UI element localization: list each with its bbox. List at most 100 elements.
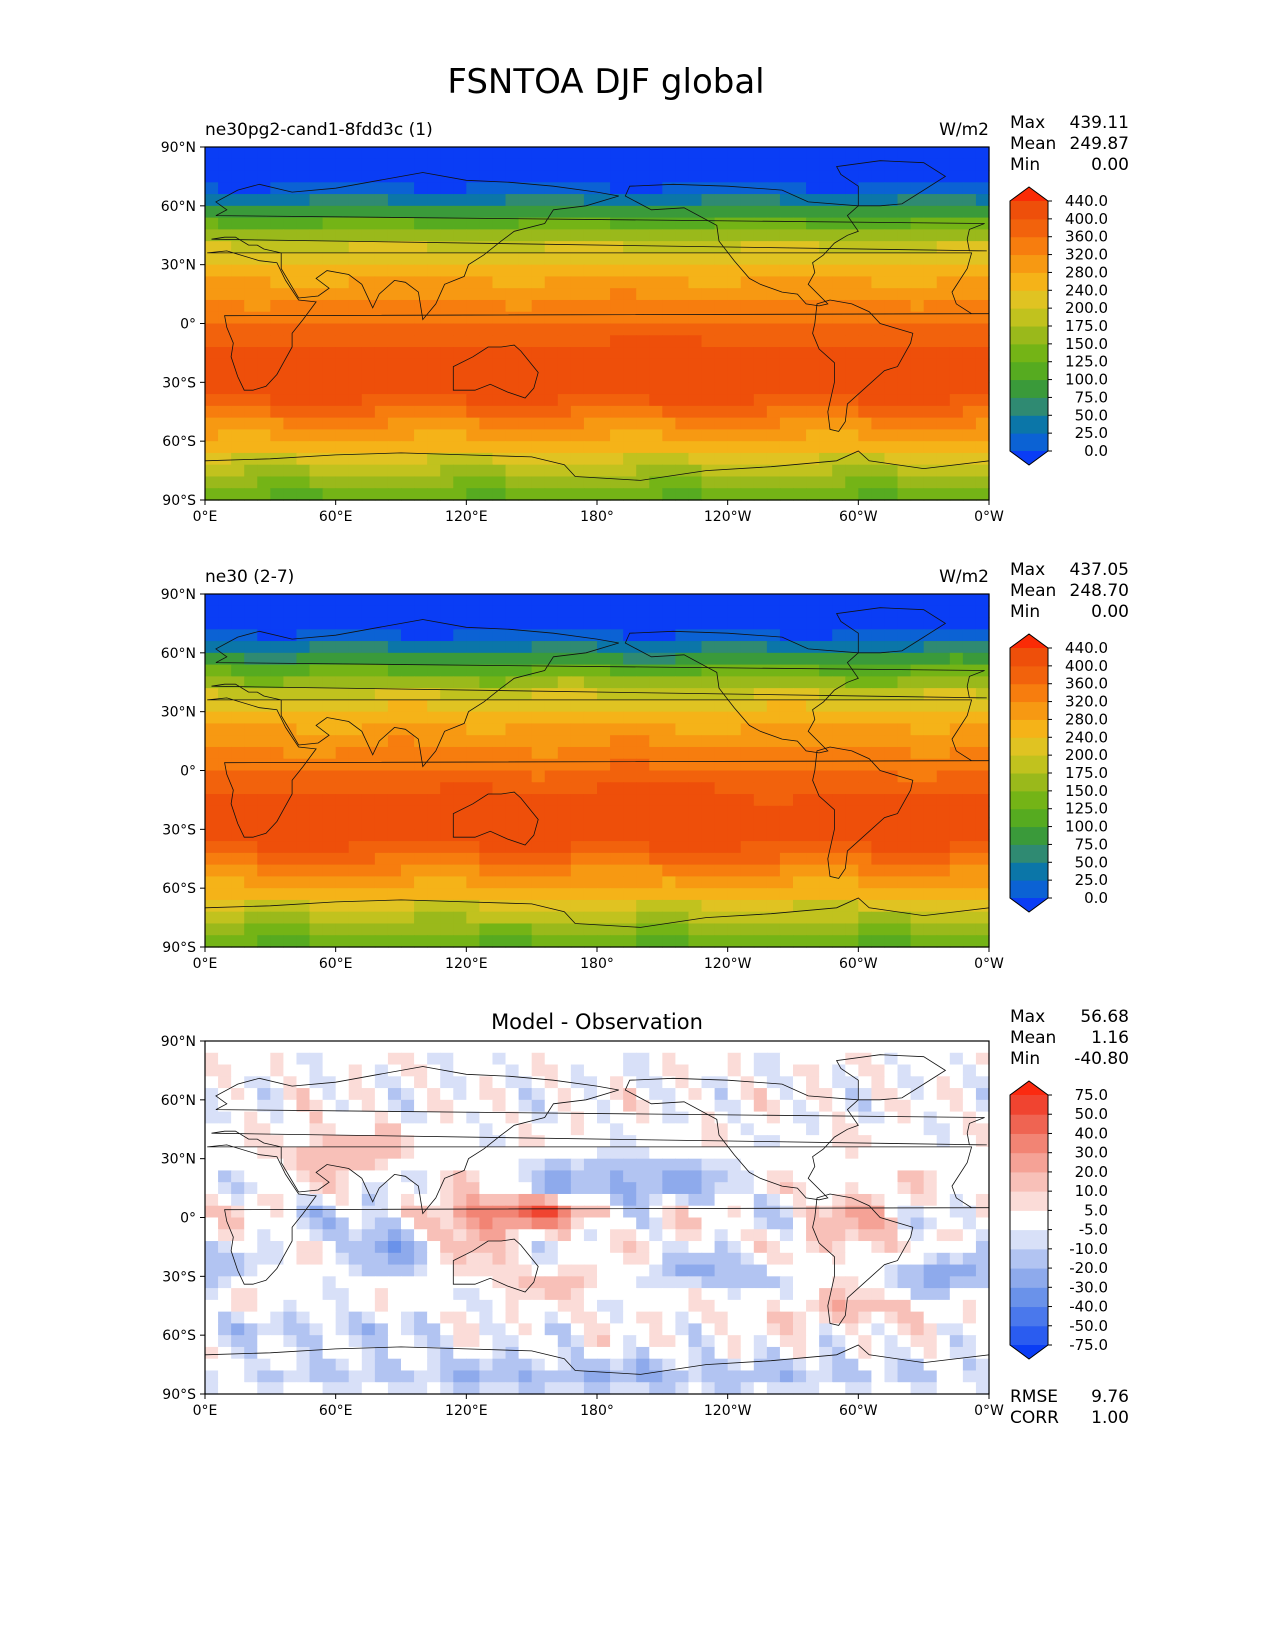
map-cell — [962, 194, 977, 207]
map-cell — [440, 794, 454, 807]
map-cell — [205, 829, 219, 842]
map-cell — [688, 1041, 703, 1054]
map-cell — [649, 452, 663, 466]
map-cell — [649, 746, 663, 760]
map-cell — [414, 664, 428, 677]
map-cell — [923, 252, 938, 266]
map-cell — [688, 476, 703, 489]
map-cell — [466, 452, 480, 466]
map-cell — [832, 147, 846, 160]
map-cell — [975, 652, 990, 666]
map-cell — [283, 464, 298, 478]
map-cell — [701, 464, 716, 478]
map-cell — [218, 794, 232, 807]
map-cell — [270, 264, 284, 278]
map-cell — [218, 735, 232, 748]
map-cell — [949, 923, 964, 936]
map-cell — [453, 935, 467, 948]
map-cell — [753, 170, 768, 183]
map-cell — [858, 276, 872, 289]
map-cell — [544, 841, 559, 854]
map-cell — [675, 758, 690, 772]
map-cell — [309, 758, 324, 772]
map-cell — [923, 1182, 938, 1195]
map-cell — [884, 182, 899, 195]
map-cell — [231, 652, 245, 666]
map-cell — [453, 794, 467, 807]
map-cell — [649, 1111, 663, 1124]
map-cell — [244, 464, 258, 478]
colorbar-segment — [1010, 790, 1048, 810]
map-cell — [218, 194, 232, 207]
x-tick-label: 60°E — [319, 956, 353, 972]
map-cell — [832, 817, 846, 830]
map-cell — [779, 1229, 794, 1242]
map-cell — [845, 770, 859, 783]
map-cell — [466, 429, 480, 442]
map-cell — [662, 311, 676, 325]
map-cell — [205, 441, 219, 454]
map-cell — [897, 335, 912, 348]
map-cell — [492, 923, 507, 936]
map-cell — [257, 805, 271, 819]
map-cell — [374, 370, 389, 383]
map-cell — [296, 817, 311, 830]
map-cell — [335, 488, 350, 501]
map-cell — [414, 817, 428, 830]
map-cell — [205, 1170, 219, 1183]
map-cell — [623, 711, 637, 725]
map-cell — [518, 358, 533, 372]
map-cell — [401, 770, 415, 783]
map-cell — [361, 817, 376, 830]
map-cell — [649, 711, 663, 725]
map-cell — [479, 288, 494, 301]
map-cell — [218, 805, 232, 819]
map-cell — [505, 205, 520, 219]
map-cell — [727, 852, 742, 866]
map-cell — [453, 1229, 467, 1242]
map-cell — [218, 688, 232, 701]
map-cell — [832, 429, 846, 442]
map-cell — [335, 605, 350, 619]
map-cell — [361, 147, 376, 160]
colorbar-label: 125.0 — [1065, 800, 1108, 818]
map-cell — [505, 194, 520, 207]
map-cell — [218, 888, 232, 901]
map-cell — [675, 358, 690, 372]
map-cell — [688, 1182, 703, 1195]
map-cell — [675, 182, 690, 195]
map-cell — [453, 699, 467, 713]
map-cell — [348, 288, 363, 301]
map-cell — [910, 194, 925, 207]
map-cell — [335, 758, 350, 772]
map-cell — [479, 805, 494, 819]
map-cell — [949, 170, 964, 183]
map-cell — [936, 1264, 951, 1277]
map-cell — [832, 711, 846, 725]
map-cell — [453, 782, 467, 795]
coastline — [835, 607, 947, 654]
map-cell — [322, 464, 337, 478]
map-cell — [675, 323, 690, 336]
map-cell — [845, 629, 859, 642]
map-cell — [779, 758, 794, 772]
map-cell — [793, 652, 807, 666]
y-tick-label: 60°S — [162, 881, 196, 897]
map-cell — [597, 794, 611, 807]
map-cell — [479, 205, 494, 219]
map-cell — [766, 735, 781, 748]
map-cell — [557, 417, 572, 430]
map-cell — [714, 311, 729, 325]
map-cell — [361, 370, 376, 383]
map-cell — [387, 276, 402, 289]
map-cell — [688, 1146, 703, 1160]
map-cell — [218, 841, 232, 854]
map-cell — [897, 241, 912, 254]
map-cell — [401, 899, 415, 913]
map-cell — [649, 852, 663, 866]
map-cell — [623, 1193, 637, 1207]
map-cell — [387, 382, 402, 395]
map-cell — [583, 417, 598, 430]
map-cell — [583, 876, 598, 889]
map-cell — [374, 441, 389, 454]
